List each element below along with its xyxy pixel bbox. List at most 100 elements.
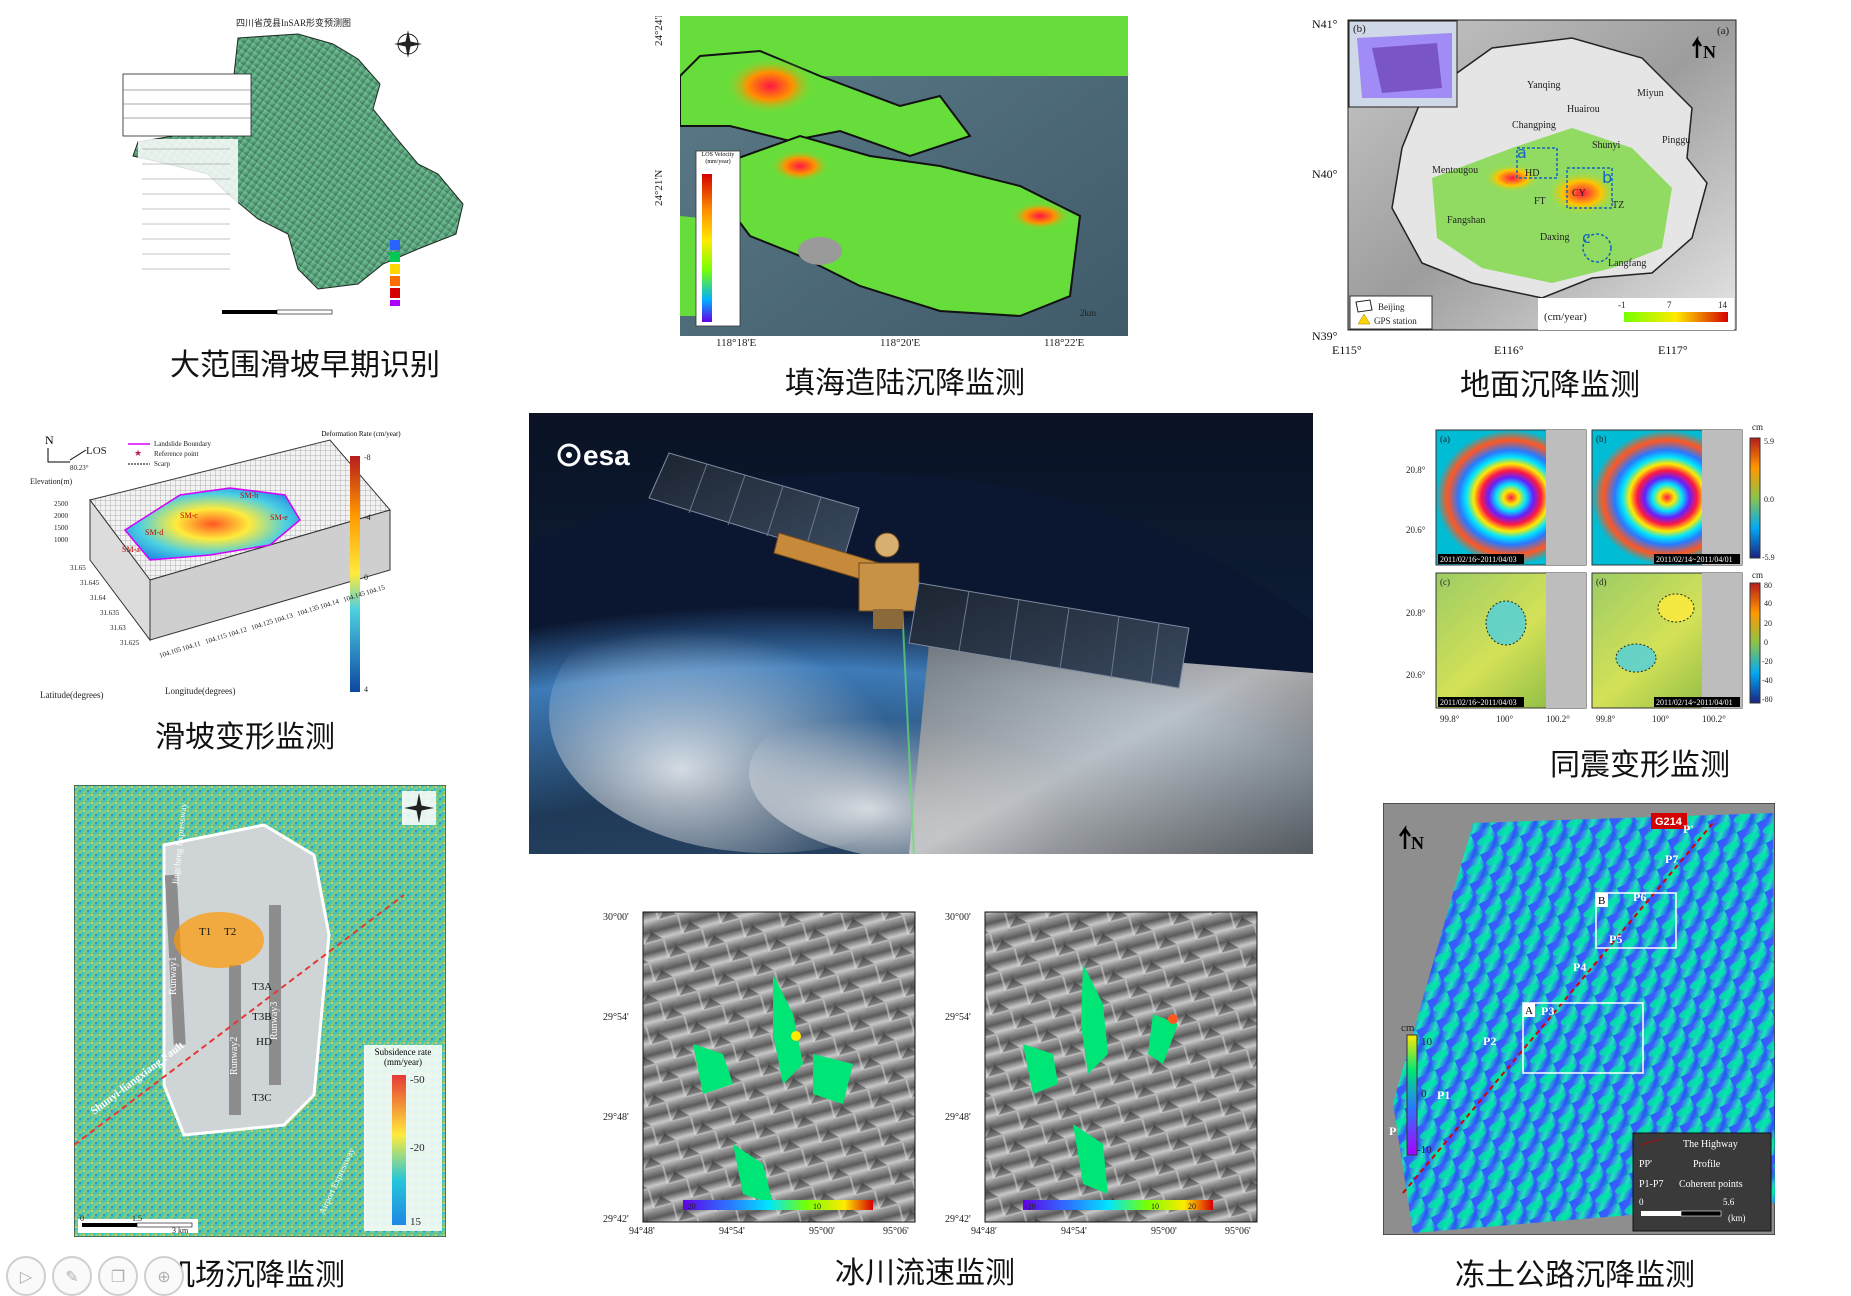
place-changping: Changping — [1512, 120, 1556, 131]
lon-tick-l0: 94°48' — [629, 1226, 655, 1234]
lat-tick-3: 31.635 — [100, 609, 120, 617]
satellite-image: esa — [529, 413, 1313, 854]
solar-array-left — [648, 452, 860, 559]
lon-117: E117° — [1658, 343, 1688, 357]
legend-title: LOS Velocity (mm/year) — [701, 152, 735, 165]
lon-tick-r3: 95°06' — [1225, 1226, 1251, 1234]
t1-label: T1 — [199, 926, 211, 938]
elevation-label: Elevation(m) — [30, 477, 73, 486]
legend-gps: GPS station — [1374, 316, 1417, 326]
pf-colorbar: cm 10 0 -10 — [1401, 1022, 1433, 1156]
place-yanqing: Yanqing — [1527, 80, 1560, 91]
cb-unit: cm — [1401, 1022, 1415, 1034]
point-p3: P3 — [1541, 1004, 1554, 1018]
north-label: N — [1411, 833, 1424, 853]
lat-tick-0: 31.65 — [70, 564, 86, 572]
place-cy: CY — [1572, 188, 1586, 199]
place-miyun: Miyun — [1637, 88, 1664, 99]
scale-0: 0 — [80, 1214, 84, 1223]
scale-bar: 0 1.5 3 km — [78, 1214, 198, 1235]
beijing-subsidence-map: (b) (a) N Yanqing Miyun Huairou Changpin… — [1312, 8, 1746, 362]
panel-d-label: (d) — [1596, 577, 1607, 587]
cb-right-tick-2: 20 — [1188, 1202, 1196, 1211]
t3a-label: T3A — [252, 981, 272, 993]
zoom-icon[interactable]: ⊕ — [144, 1256, 184, 1296]
hd-label: HD — [256, 1036, 272, 1048]
cb-unit: (cm/year) — [1544, 311, 1587, 323]
t3c-label: T3C — [252, 1092, 272, 1104]
play-icon[interactable]: ▷ — [6, 1256, 46, 1296]
cb-mid: 7 — [1667, 300, 1672, 310]
velocity-legend: LOS Velocity (mm/year) — [695, 150, 741, 327]
caption-reclamation: 填海造陆沉降监测 — [785, 366, 1025, 401]
panel-c-label: (c) — [1440, 577, 1450, 587]
cb-left-tick-0: -20 — [685, 1202, 696, 1211]
lat-tick-r1: 29°54' — [945, 1012, 971, 1023]
lon-tick-5: 104.13 — [273, 611, 294, 625]
lat-tick-l3: 29°42' — [603, 1214, 629, 1225]
lon-tick-l3: 95°06' — [883, 1226, 909, 1234]
cb-tick-2: 0 — [364, 573, 368, 582]
lon-tick-c-1: 99.8° — [1440, 714, 1460, 724]
place-huairou: Huairou — [1567, 104, 1600, 115]
lon-tick-2: 104.115 — [204, 631, 228, 646]
lon-tick-1: 104.11 — [181, 639, 202, 653]
caption-permafrost: 冻土公路沉降监测 — [1455, 1258, 1695, 1293]
lon-tick-6: 104.135 — [296, 603, 321, 618]
cb-tick-0: -50 — [410, 1074, 425, 1086]
z-tick-0: 2500 — [54, 500, 69, 508]
lat-tick-top-1: 20.8° — [1406, 465, 1426, 475]
zone-d: SM-d — [145, 528, 163, 537]
panel-b-label: (b) — [1596, 434, 1607, 444]
legend-ref: Reference point — [154, 450, 199, 458]
lon-116: E116° — [1494, 343, 1524, 357]
copy-icon[interactable]: ❐ — [98, 1256, 138, 1296]
north-label: N — [45, 433, 54, 447]
pf-legend: The Highway PP' Profile P1-P7 Coherent p… — [1632, 1132, 1772, 1232]
satellite-body — [858, 532, 920, 629]
lon-3: 118°22'E — [1044, 337, 1084, 346]
lat-tick-bot-1: 20.8° — [1406, 608, 1426, 618]
caption-airport: 机场沉降监测 — [165, 1258, 345, 1293]
cb-tick-2: 15 — [410, 1216, 422, 1228]
point-p6: P6 — [1633, 890, 1646, 904]
legend-profile: Profile — [1693, 1159, 1721, 1170]
cb-tick-3: 4 — [364, 685, 368, 694]
runway1-label: Runway1 — [168, 957, 179, 995]
lon-tick-r0: 94°48' — [971, 1226, 997, 1234]
lat-tick-l1: 29°54' — [603, 1012, 629, 1023]
solar-array-right — [908, 582, 1190, 689]
lat-39: N39° — [1312, 329, 1338, 343]
scale-bar — [222, 309, 333, 315]
subsidence-colorbar: Subsidence rate (mm/year) -50 -20 15 — [364, 1045, 442, 1231]
lon-tick-c-2: 100° — [1496, 714, 1514, 724]
lon-tick-d-3: 100.2° — [1702, 714, 1726, 724]
panel-a-date: 2011/02/16~2011/04/03 — [1440, 555, 1517, 564]
place-ft: FT — [1534, 196, 1546, 207]
lon-tick-3: 104.12 — [227, 625, 248, 639]
cb2-tick-4: -20 — [1762, 657, 1773, 666]
point-p: P — [1389, 1124, 1396, 1138]
panel-d-date: 2011/02/14~2011/04/01 — [1656, 698, 1733, 707]
zone-c: SM-c — [180, 511, 198, 520]
place-hd: HD — [1525, 168, 1539, 179]
pen-icon[interactable]: ✎ — [52, 1256, 92, 1296]
cb-right-tick-0: -20 — [1025, 1202, 1036, 1211]
legend-scarp: Scarp — [154, 460, 170, 468]
cb-tick-0: -8 — [364, 453, 371, 462]
lat-axis-label: Latitude(degrees) — [40, 690, 103, 700]
cb-title: Subsidence rate (mm/year) — [374, 1047, 432, 1067]
lon-axis-label: Longitude(degrees) — [165, 686, 235, 696]
box-b-label: B — [1598, 895, 1605, 907]
landslide-3d-plot: SM-a SM-b SM-c SM-d SM-e N LOS 80.23° El… — [30, 430, 462, 708]
panel-a-label: (a) — [1440, 434, 1450, 444]
los-label: LOS — [86, 445, 107, 457]
cb2-tick-5: -40 — [1762, 676, 1773, 685]
cb2-tick-6: -80 — [1762, 695, 1773, 704]
cb2-tick-0: 80 — [1764, 581, 1772, 590]
esa-logo-text: esa — [583, 440, 630, 471]
zone-a: SM-a — [122, 545, 140, 554]
lat-tick-1: 31.645 — [80, 579, 100, 587]
lat-tick-r0: 30°00' — [945, 912, 971, 923]
lon-tick-r1: 94°54' — [1061, 1226, 1087, 1234]
